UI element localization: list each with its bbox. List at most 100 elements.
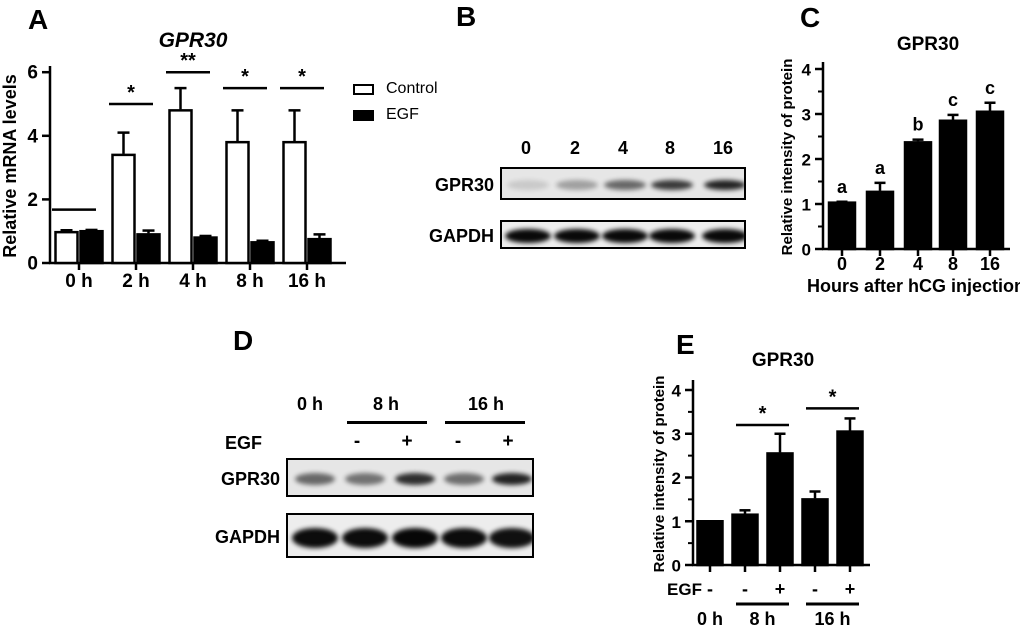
significance-star: *	[298, 66, 306, 88]
bar	[136, 233, 161, 265]
egf-sign: +	[775, 579, 786, 599]
panel-b-label: B	[456, 1, 477, 32]
y-axis-label: Relative intensity of protein	[779, 59, 796, 256]
blot-d-8h-underline	[347, 421, 427, 424]
bar	[54, 230, 79, 265]
blot-band	[602, 229, 648, 243]
y-tick-label: 3	[672, 425, 681, 444]
bar	[225, 140, 250, 265]
legend-egf-label: EGF	[386, 106, 419, 123]
blot-band	[651, 180, 693, 190]
x-category-label: 8 h	[236, 271, 263, 292]
blot-b-gapdh-image	[500, 220, 746, 249]
blot-band	[507, 180, 549, 190]
bar	[836, 430, 864, 567]
panel-d-label: D	[233, 325, 254, 356]
significance-star: *	[829, 386, 837, 408]
x-category-label: 0 h	[65, 271, 92, 292]
blot-band	[392, 528, 438, 548]
y-tick-label: 0	[672, 557, 681, 576]
egf-plus-sign: +	[502, 431, 514, 452]
y-tick-label: 2	[802, 151, 811, 170]
y-tick-label: 2	[27, 190, 38, 211]
blot-b-lane-label: 2	[569, 138, 581, 158]
x-category-label: 4 h	[179, 271, 206, 292]
bar	[975, 110, 1005, 251]
blot-band	[441, 528, 487, 548]
bar	[827, 201, 857, 251]
blot-band	[556, 180, 598, 190]
x-category-label: 2	[875, 254, 885, 274]
blot-b-gpr30-image	[500, 167, 746, 200]
x-category-label: 2 h	[122, 271, 149, 292]
panel-e-label: E	[676, 329, 695, 360]
blot-d-time-label: 0 h	[296, 394, 324, 414]
x-axis-label: Hours after hCG injection	[807, 276, 1020, 296]
blot-band	[649, 229, 695, 243]
x-category-label: 0	[837, 254, 847, 274]
significance-star: **	[180, 50, 196, 72]
bar	[731, 513, 759, 567]
y-axis-label: Relative intensity of protein	[651, 376, 668, 573]
blot-b-lane-label: 0	[520, 138, 532, 158]
control-swatch-icon	[353, 83, 374, 95]
bar	[696, 520, 724, 567]
x-category-label: 16 h	[288, 271, 326, 292]
y-tick-label: 1	[672, 513, 681, 532]
blot-d-gapdh-label: GAPDH	[214, 527, 280, 547]
group-time-label: 0 h	[697, 609, 723, 629]
bar	[938, 119, 968, 251]
bar	[250, 241, 275, 265]
x-category-label: 16	[980, 254, 1000, 274]
stat-letter: a	[875, 158, 886, 178]
blot-b-gpr30-label: GPR30	[434, 175, 494, 195]
y-tick-label: 0	[802, 241, 811, 260]
blot-band	[704, 180, 744, 190]
legend-control-label: Control	[386, 80, 438, 97]
blot-band	[604, 180, 646, 190]
blot-d-16h-underline	[445, 421, 525, 424]
bar	[766, 452, 794, 567]
stat-letter: c	[985, 78, 995, 98]
egf-sign: -	[707, 579, 713, 599]
significance-star: *	[127, 82, 135, 104]
x-category-label: 4	[913, 254, 923, 274]
panel-c-chart: 0 1 2 3 4 a a b c c 0 2 4 8 16 GPR30 Relative intensity …	[779, 34, 1020, 296]
blot-d-gapdh-image	[286, 513, 534, 558]
group-time-label: 16 h	[814, 609, 850, 629]
egf-sign: +	[845, 579, 856, 599]
stat-letter: b	[913, 115, 924, 135]
blot-b-gapdh-label: GAPDH	[428, 226, 494, 246]
egf-minus-sign: -	[454, 431, 462, 452]
y-tick-label: 4	[802, 61, 812, 80]
blot-band	[295, 473, 335, 485]
y-axis-label: Relative mRNA levels	[0, 74, 20, 257]
y-tick-label: 0	[27, 254, 38, 275]
chart-title: GPR30	[897, 34, 959, 55]
bar	[168, 109, 193, 265]
blot-band	[342, 528, 388, 548]
bar	[282, 140, 307, 265]
blot-band	[395, 473, 435, 485]
blot-d-egf-label: EGF	[224, 433, 262, 453]
legend-item-egf: EGF	[353, 102, 438, 128]
bar	[307, 237, 332, 265]
blot-b-lane-label: 16	[712, 138, 734, 158]
blot-d-gpr30-image	[286, 458, 534, 497]
blot-band	[505, 229, 551, 243]
y-tick-label: 4	[27, 126, 38, 147]
bar	[111, 153, 136, 265]
panel-a-label: A	[28, 4, 49, 35]
y-tick-label: 3	[802, 106, 811, 125]
bar	[865, 190, 895, 251]
bar	[79, 229, 104, 265]
chart-title: GPR30	[752, 350, 814, 371]
blot-d-time-label: 16 h	[467, 394, 505, 414]
x-category-label: 8	[948, 254, 958, 274]
blot-band	[444, 473, 484, 485]
blot-band	[492, 473, 532, 485]
blot-band	[554, 229, 600, 243]
